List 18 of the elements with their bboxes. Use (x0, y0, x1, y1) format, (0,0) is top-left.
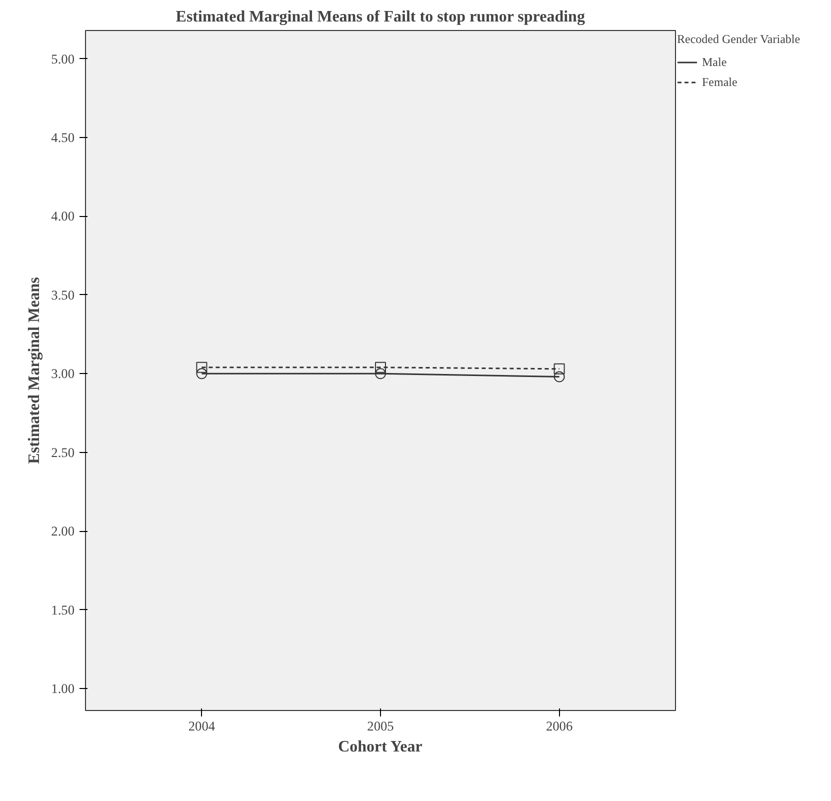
legend-label: Female (702, 74, 738, 90)
x-tick-label: 2004 (188, 718, 216, 734)
y-axis-title: Estimated Marginal Means (26, 277, 44, 464)
y-tick-label: 4.50 (51, 130, 75, 146)
y-tick-label: 3.50 (51, 287, 75, 302)
y-tick-label: 2.00 (51, 524, 75, 539)
x-tick-label: 2005 (367, 718, 394, 734)
x-tick-label: 2006 (546, 718, 573, 734)
legend-label: Male (702, 54, 727, 70)
y-tick-label: 3.00 (51, 366, 75, 382)
legend-title: Recoded Gender Variable (677, 32, 800, 47)
x-axis-title: Cohort Year (338, 738, 422, 756)
y-tick-label: 5.00 (51, 51, 75, 66)
y-tick-label: 1.00 (51, 680, 75, 696)
y-tick-label: 4.00 (51, 208, 75, 224)
chart-title: Estimated Marginal Means of Failt to stop rumor spreading (176, 8, 585, 26)
y-tick-label: 2.50 (51, 444, 75, 460)
y-tick-label: 1.50 (51, 602, 75, 618)
